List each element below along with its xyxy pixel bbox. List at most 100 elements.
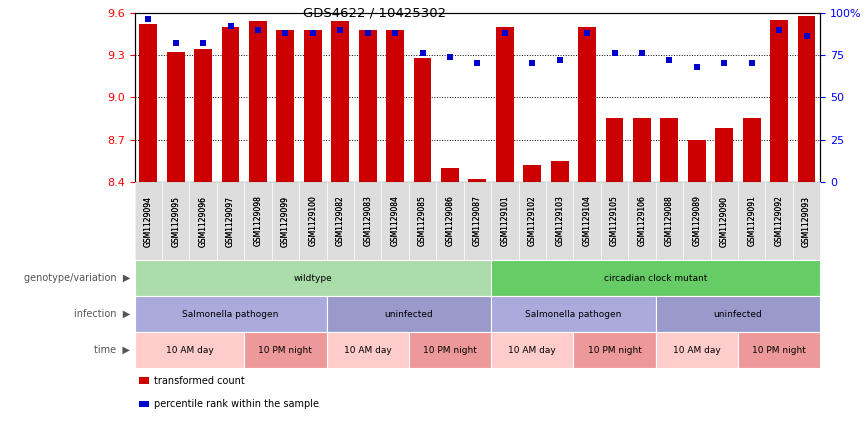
Text: GSM1129091: GSM1129091 — [747, 195, 756, 247]
Text: 10 PM night: 10 PM night — [753, 346, 806, 354]
Bar — [578, 27, 596, 182]
Point — [608, 50, 621, 57]
Text: GSM1129087: GSM1129087 — [473, 195, 482, 247]
Point — [306, 30, 319, 36]
Text: GSM1129097: GSM1129097 — [226, 195, 235, 247]
Text: GSM1129085: GSM1129085 — [418, 195, 427, 247]
Text: GSM1129082: GSM1129082 — [336, 196, 345, 246]
Point — [224, 23, 238, 30]
Text: GSM1129104: GSM1129104 — [582, 195, 592, 247]
Bar — [606, 118, 623, 182]
Point — [635, 50, 649, 57]
Text: percentile rank within the sample: percentile rank within the sample — [154, 399, 319, 409]
Text: GSM1129089: GSM1129089 — [693, 195, 701, 247]
Bar — [715, 128, 733, 182]
Point — [443, 53, 457, 60]
Text: GSM1129087: GSM1129087 — [473, 195, 482, 247]
Point — [662, 57, 676, 63]
Text: transformed count: transformed count — [154, 376, 245, 386]
Point — [773, 26, 786, 33]
Bar — [633, 118, 651, 182]
Text: GSM1129086: GSM1129086 — [445, 195, 455, 247]
Point — [416, 50, 430, 57]
Text: GSM1129105: GSM1129105 — [610, 195, 619, 247]
Text: GSM1129091: GSM1129091 — [747, 195, 756, 247]
Text: GSM1129089: GSM1129089 — [693, 195, 701, 247]
Bar — [277, 30, 294, 182]
Text: GSM1129088: GSM1129088 — [665, 196, 674, 246]
Text: GSM1129093: GSM1129093 — [802, 195, 811, 247]
Text: GSM1129088: GSM1129088 — [665, 196, 674, 246]
Point — [799, 33, 813, 40]
Text: GSM1129095: GSM1129095 — [171, 195, 181, 247]
Text: 10 AM day: 10 AM day — [166, 346, 214, 354]
Bar — [194, 49, 212, 182]
Text: wildtype: wildtype — [293, 274, 332, 283]
Bar — [523, 165, 541, 182]
Text: GSM1129092: GSM1129092 — [774, 195, 784, 247]
Point — [553, 57, 567, 63]
Text: GSM1129098: GSM1129098 — [253, 195, 262, 247]
Bar — [798, 16, 815, 182]
Point — [333, 26, 347, 33]
Text: GSM1129094: GSM1129094 — [144, 195, 153, 247]
Text: GSM1129103: GSM1129103 — [556, 195, 564, 247]
Text: GSM1129092: GSM1129092 — [774, 195, 784, 247]
Point — [388, 30, 402, 36]
Text: uninfected: uninfected — [713, 310, 762, 319]
Text: GSM1129099: GSM1129099 — [281, 195, 290, 247]
Bar — [770, 20, 788, 182]
Text: time  ▶: time ▶ — [95, 345, 130, 355]
Text: GDS4622 / 10425302: GDS4622 / 10425302 — [303, 6, 446, 19]
Bar — [167, 52, 185, 182]
Bar — [469, 179, 486, 182]
Text: GSM1129105: GSM1129105 — [610, 195, 619, 247]
Bar — [441, 168, 459, 182]
Text: GSM1129106: GSM1129106 — [637, 195, 647, 247]
Point — [498, 30, 512, 36]
Text: GSM1129096: GSM1129096 — [199, 195, 207, 247]
Point — [717, 60, 731, 67]
Text: GSM1129090: GSM1129090 — [720, 195, 729, 247]
Bar — [496, 27, 514, 182]
Text: GSM1129101: GSM1129101 — [500, 196, 510, 246]
Bar — [743, 118, 760, 182]
Text: 10 PM night: 10 PM night — [259, 346, 312, 354]
Bar — [386, 30, 404, 182]
Text: circadian clock mutant: circadian clock mutant — [604, 274, 707, 283]
Text: GSM1129096: GSM1129096 — [199, 195, 207, 247]
Bar — [414, 58, 431, 182]
Point — [745, 60, 759, 67]
Bar — [688, 140, 706, 182]
Text: GSM1129084: GSM1129084 — [391, 195, 399, 247]
Text: GSM1129083: GSM1129083 — [363, 195, 372, 247]
Bar — [661, 118, 678, 182]
Text: Salmonella pathogen: Salmonella pathogen — [182, 310, 279, 319]
Point — [470, 60, 484, 67]
Text: GSM1129106: GSM1129106 — [637, 195, 647, 247]
Text: GSM1129100: GSM1129100 — [308, 195, 318, 247]
Text: GSM1129101: GSM1129101 — [500, 196, 510, 246]
Text: GSM1129104: GSM1129104 — [582, 195, 592, 247]
Text: GSM1129100: GSM1129100 — [308, 195, 318, 247]
Text: GSM1129090: GSM1129090 — [720, 195, 729, 247]
Point — [279, 30, 293, 36]
Point — [690, 63, 704, 70]
Text: GSM1129086: GSM1129086 — [445, 195, 455, 247]
Text: infection  ▶: infection ▶ — [74, 309, 130, 319]
Bar — [358, 30, 377, 182]
Bar — [249, 21, 266, 182]
Text: GSM1129084: GSM1129084 — [391, 195, 399, 247]
Text: GSM1129099: GSM1129099 — [281, 195, 290, 247]
Bar — [332, 21, 349, 182]
Text: GSM1129097: GSM1129097 — [226, 195, 235, 247]
Text: genotype/variation  ▶: genotype/variation ▶ — [23, 273, 130, 283]
Text: GSM1129102: GSM1129102 — [528, 196, 536, 246]
Text: 10 PM night: 10 PM night — [423, 346, 477, 354]
Bar — [221, 27, 240, 182]
Point — [580, 30, 594, 36]
Text: 10 PM night: 10 PM night — [588, 346, 641, 354]
Text: GSM1129094: GSM1129094 — [144, 195, 153, 247]
Text: 10 AM day: 10 AM day — [344, 346, 391, 354]
Point — [525, 60, 539, 67]
